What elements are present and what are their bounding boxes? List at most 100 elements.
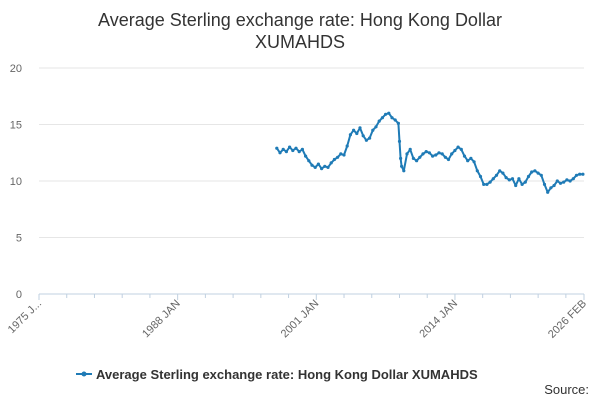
data-point[interactable] bbox=[431, 154, 435, 158]
data-point[interactable] bbox=[482, 182, 486, 186]
data-point[interactable] bbox=[361, 134, 365, 138]
data-point[interactable] bbox=[377, 119, 381, 123]
data-point[interactable] bbox=[501, 171, 505, 175]
data-point[interactable] bbox=[542, 182, 547, 186]
data-point[interactable] bbox=[459, 147, 463, 151]
data-point[interactable] bbox=[339, 152, 343, 156]
data-point[interactable] bbox=[494, 173, 499, 177]
data-point[interactable] bbox=[278, 151, 282, 155]
data-point[interactable] bbox=[491, 177, 495, 181]
data-point[interactable] bbox=[530, 170, 534, 174]
data-point[interactable] bbox=[307, 159, 311, 163]
data-point[interactable] bbox=[526, 174, 531, 179]
data-point[interactable] bbox=[281, 147, 285, 151]
data-point[interactable] bbox=[427, 151, 431, 155]
data-point[interactable] bbox=[558, 181, 563, 185]
data-point[interactable] bbox=[514, 183, 518, 188]
data-point[interactable] bbox=[546, 190, 550, 194]
data-point[interactable] bbox=[374, 125, 378, 129]
data-point[interactable] bbox=[380, 116, 384, 120]
data-point[interactable] bbox=[411, 156, 415, 160]
data-point[interactable] bbox=[552, 183, 556, 188]
data-point[interactable] bbox=[284, 150, 288, 154]
data-point[interactable] bbox=[539, 173, 543, 177]
data-point[interactable] bbox=[568, 179, 572, 183]
data-point[interactable] bbox=[520, 182, 524, 186]
legend-label[interactable]: Average Sterling exchange rate: Hong Kon… bbox=[96, 367, 478, 382]
data-point[interactable] bbox=[348, 133, 352, 137]
data-point[interactable] bbox=[371, 128, 375, 132]
data-point[interactable] bbox=[326, 165, 330, 169]
data-point[interactable] bbox=[342, 153, 346, 157]
data-point[interactable] bbox=[523, 180, 527, 184]
data-point[interactable] bbox=[485, 182, 489, 186]
data-point[interactable] bbox=[549, 186, 553, 190]
data-point[interactable] bbox=[469, 156, 473, 160]
data-point[interactable] bbox=[421, 152, 425, 156]
data-point[interactable] bbox=[275, 146, 279, 150]
data-point[interactable] bbox=[352, 128, 356, 132]
data-point[interactable] bbox=[323, 164, 327, 168]
data-point[interactable] bbox=[288, 145, 292, 149]
data-point[interactable] bbox=[510, 177, 515, 181]
data-point[interactable] bbox=[368, 136, 372, 140]
data-point[interactable] bbox=[475, 169, 479, 173]
data-point[interactable] bbox=[399, 156, 403, 160]
data-point[interactable] bbox=[453, 148, 457, 153]
data-point[interactable] bbox=[555, 179, 559, 183]
data-point[interactable] bbox=[396, 121, 400, 125]
data-point[interactable] bbox=[408, 147, 412, 151]
data-point[interactable] bbox=[402, 169, 406, 173]
data-point[interactable] bbox=[400, 164, 404, 168]
data-point[interactable] bbox=[507, 178, 511, 182]
data-point[interactable] bbox=[578, 172, 582, 176]
data-point[interactable] bbox=[450, 152, 454, 156]
data-point[interactable] bbox=[536, 171, 540, 175]
data-point[interactable] bbox=[472, 160, 476, 164]
data-point[interactable] bbox=[415, 159, 419, 163]
data-point[interactable] bbox=[443, 155, 447, 159]
data-point[interactable] bbox=[291, 148, 295, 153]
data-point[interactable] bbox=[355, 131, 359, 136]
data-point[interactable] bbox=[437, 151, 441, 155]
data-point[interactable] bbox=[384, 112, 388, 116]
data-point[interactable] bbox=[498, 169, 502, 173]
data-point[interactable] bbox=[393, 118, 397, 122]
data-point[interactable] bbox=[574, 173, 579, 177]
data-point[interactable] bbox=[562, 180, 566, 184]
data-point[interactable] bbox=[329, 161, 333, 165]
data-point[interactable] bbox=[488, 180, 492, 184]
data-point[interactable] bbox=[581, 172, 585, 176]
data-point[interactable] bbox=[300, 147, 304, 151]
data-point[interactable] bbox=[336, 155, 340, 159]
data-point[interactable] bbox=[462, 154, 467, 158]
data-point[interactable] bbox=[504, 176, 508, 180]
data-point[interactable] bbox=[565, 178, 569, 182]
data-point[interactable] bbox=[313, 165, 317, 169]
data-point[interactable] bbox=[387, 111, 391, 115]
data-point[interactable] bbox=[316, 162, 320, 166]
data-point[interactable] bbox=[446, 157, 451, 162]
data-point[interactable] bbox=[390, 116, 394, 120]
data-point[interactable] bbox=[297, 150, 301, 154]
data-point[interactable] bbox=[310, 163, 314, 167]
data-point[interactable] bbox=[320, 167, 324, 171]
data-point[interactable] bbox=[418, 155, 422, 159]
data-point[interactable] bbox=[364, 138, 368, 142]
data-point[interactable] bbox=[456, 145, 460, 149]
data-point[interactable] bbox=[424, 150, 428, 154]
data-point[interactable] bbox=[434, 153, 438, 157]
data-point[interactable] bbox=[533, 169, 537, 173]
data-point[interactable] bbox=[517, 177, 521, 181]
data-point[interactable] bbox=[440, 152, 444, 156]
data-point[interactable] bbox=[304, 154, 308, 158]
data-point[interactable] bbox=[478, 174, 483, 179]
data-point[interactable] bbox=[345, 144, 349, 148]
data-point[interactable] bbox=[405, 152, 409, 156]
data-point[interactable] bbox=[466, 159, 470, 163]
data-point[interactable] bbox=[571, 177, 575, 181]
data-point[interactable] bbox=[397, 139, 402, 143]
data-point[interactable] bbox=[358, 126, 362, 130]
data-point[interactable] bbox=[294, 146, 298, 150]
data-point[interactable] bbox=[332, 157, 336, 162]
